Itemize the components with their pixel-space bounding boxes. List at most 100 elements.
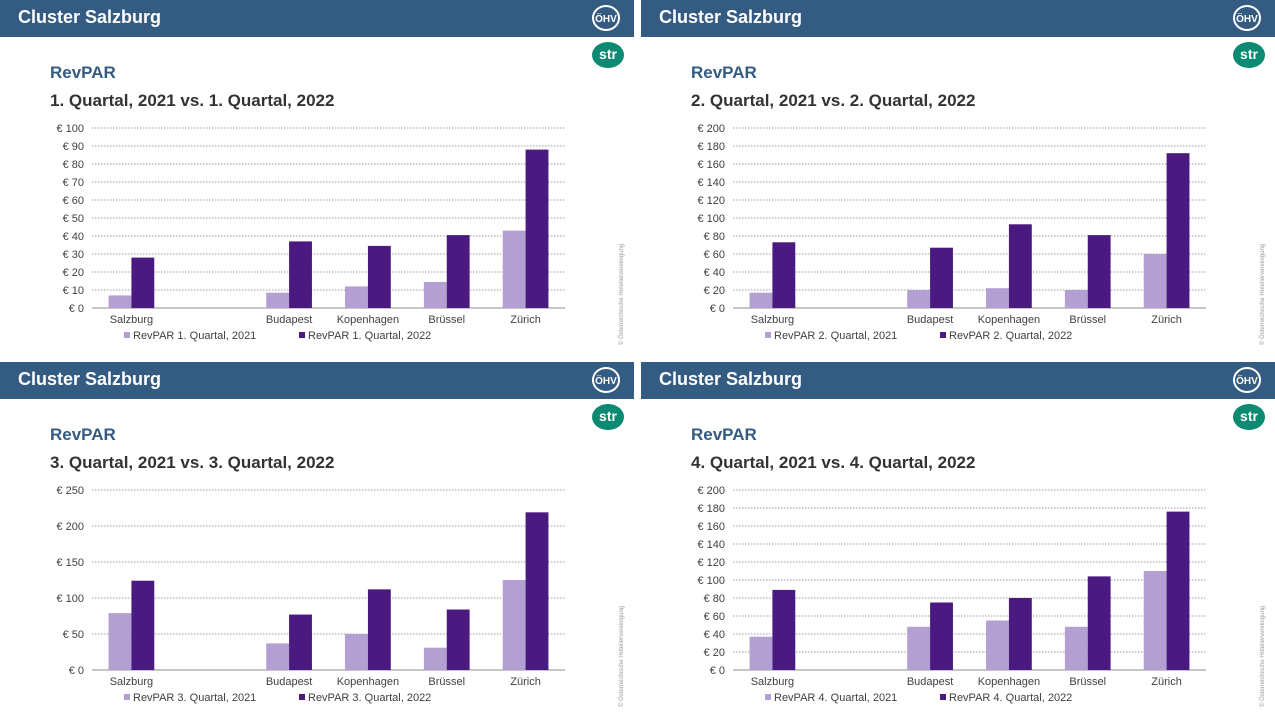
bar: [1008, 224, 1032, 308]
y-tick-label: € 40: [704, 629, 725, 641]
legend-label: RevPAR 3. Quartal, 2022: [308, 692, 431, 704]
y-tick-label: € 250: [56, 485, 84, 497]
legend-swatch: [299, 694, 305, 700]
str-logo-icon: str: [1233, 404, 1265, 430]
y-tick-label: € 180: [697, 503, 725, 515]
bar-chart: € 0 € 10 € 20 € 30 € 40 € 50 € 60 € 70 € 80 € 90 €…: [56, 123, 565, 342]
y-tick-label: € 200: [56, 521, 84, 533]
y-tick-label: € 70: [63, 177, 84, 189]
bar: [1087, 576, 1111, 670]
section-title: RevPAR: [691, 425, 757, 444]
chart-panel-q2: Cluster Salzburg ÖHV str RevPAR 2. Quart…: [641, 0, 1275, 354]
legend-label: RevPAR 1. Quartal, 2022: [308, 330, 431, 342]
bar-chart: € 0 € 20 € 40 € 60 € 80 € 100 € 120 € 140 € 160 €…: [697, 485, 1206, 704]
bar: [749, 636, 773, 670]
x-tick-label: Zürich: [1151, 314, 1182, 326]
ohv-logo-icon: ÖHV: [592, 5, 620, 31]
y-tick-label: € 10: [63, 285, 84, 297]
y-tick-label: € 40: [704, 267, 725, 279]
chart-title: 3. Quartal, 2021 vs. 3. Quartal, 2022: [50, 453, 335, 472]
panel-header: Cluster Salzburg ÖHV: [0, 362, 634, 399]
x-tick-label: Brüssel: [428, 676, 465, 688]
bar: [446, 235, 470, 308]
y-tick-label: € 160: [697, 159, 725, 171]
bar: [907, 626, 931, 670]
section-title: RevPAR: [50, 425, 116, 444]
x-tick-label: Budapest: [266, 676, 312, 688]
y-tick-label: € 0: [69, 303, 84, 315]
legend-swatch: [124, 694, 130, 700]
y-tick-label: € 90: [63, 141, 84, 153]
bar: [423, 281, 447, 308]
legend-label: RevPAR 2. Quartal, 2022: [949, 330, 1072, 342]
ohv-logo-text: ÖHV: [595, 374, 617, 387]
bar: [1166, 511, 1190, 670]
y-tick-label: € 80: [704, 231, 725, 243]
bar: [772, 242, 796, 308]
legend-swatch: [299, 332, 305, 338]
y-tick-label: € 50: [63, 629, 84, 641]
x-tick-label: Brüssel: [1069, 676, 1106, 688]
chart-title: 1. Quartal, 2021 vs. 1. Quartal, 2022: [50, 91, 335, 110]
bar: [131, 580, 155, 670]
chart-panel-q1: Cluster Salzburg ÖHV str RevPAR 1. Quart…: [0, 0, 634, 354]
legend-label: RevPAR 2. Quartal, 2021: [774, 330, 897, 342]
panel-header: Cluster Salzburg ÖHV: [0, 0, 634, 37]
ohv-logo-icon: ÖHV: [1233, 5, 1261, 31]
bar-chart: € 0 € 50 € 100 € 150 € 200 € 250 Salzburg Budap…: [56, 485, 565, 704]
bar: [986, 288, 1009, 308]
bar: [930, 602, 953, 670]
bar: [345, 634, 368, 670]
header-title: Cluster Salzburg: [659, 7, 803, 27]
y-tick-label: € 120: [697, 557, 725, 569]
y-tick-label: € 120: [697, 195, 725, 207]
y-tick-label: € 80: [704, 593, 725, 605]
legend-label: RevPAR 4. Quartal, 2022: [949, 692, 1072, 704]
bar: [367, 245, 391, 308]
x-tick-label: Zürich: [1151, 676, 1182, 688]
bar: [108, 295, 132, 308]
bar: [986, 620, 1009, 670]
y-tick-label: € 60: [63, 195, 84, 207]
legend-swatch: [940, 694, 946, 700]
panel-header: Cluster Salzburg ÖHV: [641, 362, 1275, 399]
bar: [345, 286, 368, 308]
y-tick-label: € 50: [63, 213, 84, 225]
x-tick-label: Kopenhagen: [337, 676, 399, 688]
y-tick-label: € 140: [697, 177, 725, 189]
bar: [266, 643, 290, 670]
x-tick-label: Kopenhagen: [337, 314, 399, 326]
bar: [525, 512, 549, 670]
y-tick-label: € 20: [704, 285, 725, 297]
bar: [930, 247, 953, 308]
panel-header: Cluster Salzburg ÖHV: [641, 0, 1275, 37]
y-tick-label: € 20: [63, 267, 84, 279]
y-tick-label: € 200: [697, 123, 725, 135]
x-tick-label: Budapest: [266, 314, 312, 326]
bar: [289, 614, 312, 670]
copyright-text: © Österreichische Hoteliervereinigung: [1260, 605, 1266, 707]
str-logo-icon: str: [592, 42, 624, 68]
bar: [446, 609, 470, 670]
bar: [367, 589, 391, 670]
legend-swatch: [940, 332, 946, 338]
bar: [502, 580, 526, 670]
header-title: Cluster Salzburg: [18, 7, 162, 27]
section-title: RevPAR: [691, 63, 757, 82]
bar: [131, 257, 155, 308]
chart-title: 2. Quartal, 2021 vs. 2. Quartal, 2022: [691, 91, 976, 110]
y-tick-label: € 100: [697, 213, 725, 225]
bar: [1143, 254, 1167, 308]
header-title: Cluster Salzburg: [18, 369, 162, 389]
bar: [502, 230, 526, 308]
section-title: RevPAR: [50, 63, 116, 82]
x-tick-label: Salzburg: [751, 676, 794, 688]
x-tick-label: Salzburg: [110, 314, 153, 326]
ohv-logo-text: ÖHV: [1236, 12, 1258, 25]
chart-panel-q3: Cluster Salzburg ÖHV str RevPAR 3. Quart…: [0, 362, 634, 716]
x-tick-label: Salzburg: [751, 314, 794, 326]
legend-swatch: [765, 694, 771, 700]
x-tick-label: Budapest: [907, 314, 953, 326]
bar: [266, 292, 290, 308]
y-tick-label: € 100: [56, 123, 84, 135]
